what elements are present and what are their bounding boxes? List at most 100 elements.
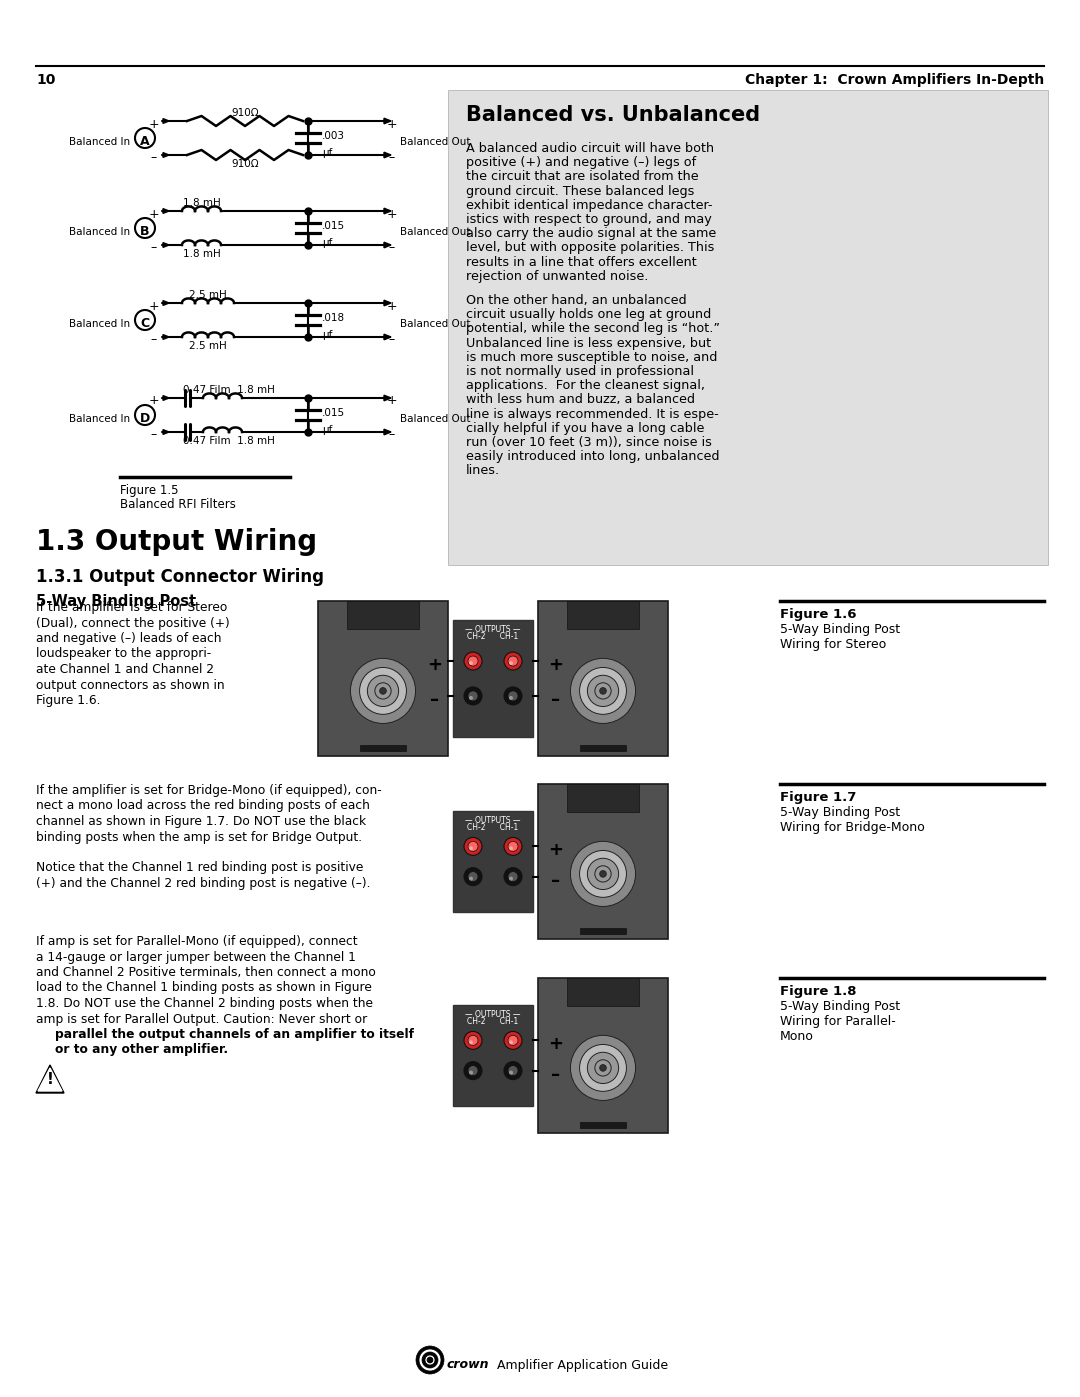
Circle shape	[360, 668, 406, 714]
Text: Wiring for Bridge-Mono: Wiring for Bridge-Mono	[780, 821, 924, 834]
Text: Balanced In: Balanced In	[69, 319, 131, 330]
Circle shape	[468, 841, 478, 851]
Text: 5-Way Binding Post: 5-Way Binding Post	[780, 806, 900, 819]
Text: cially helpful if you have a long cable: cially helpful if you have a long cable	[465, 422, 704, 434]
Text: ground circuit. These balanced legs: ground circuit. These balanced legs	[465, 184, 694, 197]
Circle shape	[468, 1066, 478, 1076]
Circle shape	[580, 1045, 626, 1091]
Text: A: A	[140, 136, 150, 148]
Text: Chapter 1:  Crown Amplifiers In-Depth: Chapter 1: Crown Amplifiers In-Depth	[745, 73, 1044, 87]
Circle shape	[504, 1062, 522, 1080]
Circle shape	[464, 1062, 482, 1080]
Text: Amplifier Application Guide: Amplifier Application Guide	[489, 1358, 669, 1372]
Polygon shape	[384, 152, 391, 158]
Text: –: –	[431, 692, 440, 708]
Text: –: –	[552, 872, 561, 890]
Text: circuit usually holds one leg at ground: circuit usually holds one leg at ground	[465, 309, 712, 321]
Text: +: +	[387, 299, 397, 313]
Text: loudspeaker to the appropri-: loudspeaker to the appropri-	[36, 647, 212, 661]
Circle shape	[375, 683, 391, 698]
Circle shape	[469, 696, 473, 700]
Text: positive (+) and negative (–) legs of: positive (+) and negative (–) legs of	[465, 156, 697, 169]
Text: 1.8 mH: 1.8 mH	[183, 198, 220, 208]
Polygon shape	[384, 300, 391, 306]
Text: Balanced In: Balanced In	[69, 414, 131, 425]
Text: rejection of unwanted noise.: rejection of unwanted noise.	[465, 270, 648, 282]
Circle shape	[468, 692, 478, 701]
Text: +: +	[149, 299, 160, 313]
Text: lines.: lines.	[465, 464, 500, 478]
Text: μf: μf	[322, 148, 333, 158]
Text: Balanced In: Balanced In	[69, 226, 131, 237]
Bar	[318, 601, 448, 756]
Text: Figure 1.6: Figure 1.6	[780, 608, 856, 622]
Bar	[348, 601, 419, 629]
Text: CH-2      CH-1: CH-2 CH-1	[468, 1017, 518, 1027]
Text: –: –	[389, 242, 395, 254]
Text: Notice that the Channel 1 red binding post is positive: Notice that the Channel 1 red binding po…	[36, 862, 363, 875]
Circle shape	[595, 1060, 611, 1076]
Text: +: +	[428, 657, 443, 675]
Text: +: +	[549, 841, 564, 859]
Text: and Channel 2 Positive terminals, then connect a mono: and Channel 2 Positive terminals, then c…	[36, 965, 376, 979]
Circle shape	[509, 847, 513, 851]
Bar	[361, 745, 406, 750]
Text: 0.47 Film  1.8 mH: 0.47 Film 1.8 mH	[183, 436, 275, 446]
Polygon shape	[384, 429, 391, 434]
Text: a 14-gauge or larger jumper between the Channel 1: a 14-gauge or larger jumper between the …	[36, 950, 356, 964]
Text: On the other hand, an unbalanced: On the other hand, an unbalanced	[465, 293, 687, 307]
Text: istics with respect to ground, and may: istics with respect to ground, and may	[465, 212, 712, 226]
Bar	[448, 89, 1048, 564]
Text: CH-2      CH-1: CH-2 CH-1	[468, 633, 518, 641]
Circle shape	[426, 1355, 435, 1365]
Text: 5-Way Binding Post: 5-Way Binding Post	[780, 623, 900, 636]
Bar	[453, 1004, 534, 1106]
Text: +: +	[387, 394, 397, 408]
Text: is not normally used in professional: is not normally used in professional	[465, 365, 694, 379]
Circle shape	[416, 1345, 444, 1375]
Circle shape	[468, 1035, 478, 1045]
Circle shape	[588, 1052, 619, 1084]
Circle shape	[599, 870, 606, 877]
Circle shape	[469, 876, 473, 880]
Text: — OUTPUTS —: — OUTPUTS —	[465, 626, 521, 634]
Text: 10: 10	[36, 73, 55, 87]
Text: exhibit identical impedance character-: exhibit identical impedance character-	[465, 198, 713, 212]
Text: Figure 1.7: Figure 1.7	[780, 791, 856, 805]
Text: +: +	[149, 208, 160, 221]
Text: level, but with opposite polarities. This: level, but with opposite polarities. Thi…	[465, 242, 714, 254]
Text: 1.8. Do NOT use the Channel 2 binding posts when the: 1.8. Do NOT use the Channel 2 binding po…	[36, 997, 373, 1010]
Circle shape	[504, 868, 522, 886]
Text: Figure 1.6.: Figure 1.6.	[36, 694, 100, 707]
Text: +: +	[149, 117, 160, 130]
Text: .015: .015	[322, 221, 346, 231]
Text: Wiring for Stereo: Wiring for Stereo	[780, 638, 887, 651]
Text: μf: μf	[322, 425, 333, 434]
Text: binding posts when the amp is set for Bridge Output.: binding posts when the amp is set for Br…	[36, 830, 362, 844]
Circle shape	[588, 675, 619, 707]
Text: — OUTPUTS —: — OUTPUTS —	[465, 816, 521, 826]
Text: — OUTPUTS —: — OUTPUTS —	[465, 1010, 521, 1020]
Text: parallel the output channels of an amplifier to itself: parallel the output channels of an ampli…	[55, 1028, 414, 1041]
Bar	[567, 784, 638, 812]
Polygon shape	[163, 119, 168, 123]
Bar	[567, 978, 638, 1006]
Polygon shape	[163, 243, 168, 247]
Circle shape	[468, 657, 478, 666]
Text: crown: crown	[447, 1358, 489, 1372]
Text: run (over 10 feet (3 m)), since noise is: run (over 10 feet (3 m)), since noise is	[465, 436, 712, 448]
Text: –: –	[389, 429, 395, 441]
Text: 2.5 mH: 2.5 mH	[189, 341, 227, 351]
Text: –: –	[389, 334, 395, 346]
Bar	[538, 784, 669, 939]
Circle shape	[422, 1352, 438, 1368]
Text: and negative (–) leads of each: and negative (–) leads of each	[36, 631, 221, 645]
Text: nect a mono load across the red binding posts of each: nect a mono load across the red binding …	[36, 799, 369, 813]
Circle shape	[504, 652, 522, 671]
Text: Figure 1.5: Figure 1.5	[120, 483, 178, 497]
Text: applications.  For the cleanest signal,: applications. For the cleanest signal,	[465, 379, 705, 393]
Text: +: +	[549, 657, 564, 675]
Circle shape	[367, 675, 399, 707]
Text: 910Ω: 910Ω	[231, 108, 259, 117]
Circle shape	[509, 696, 513, 700]
